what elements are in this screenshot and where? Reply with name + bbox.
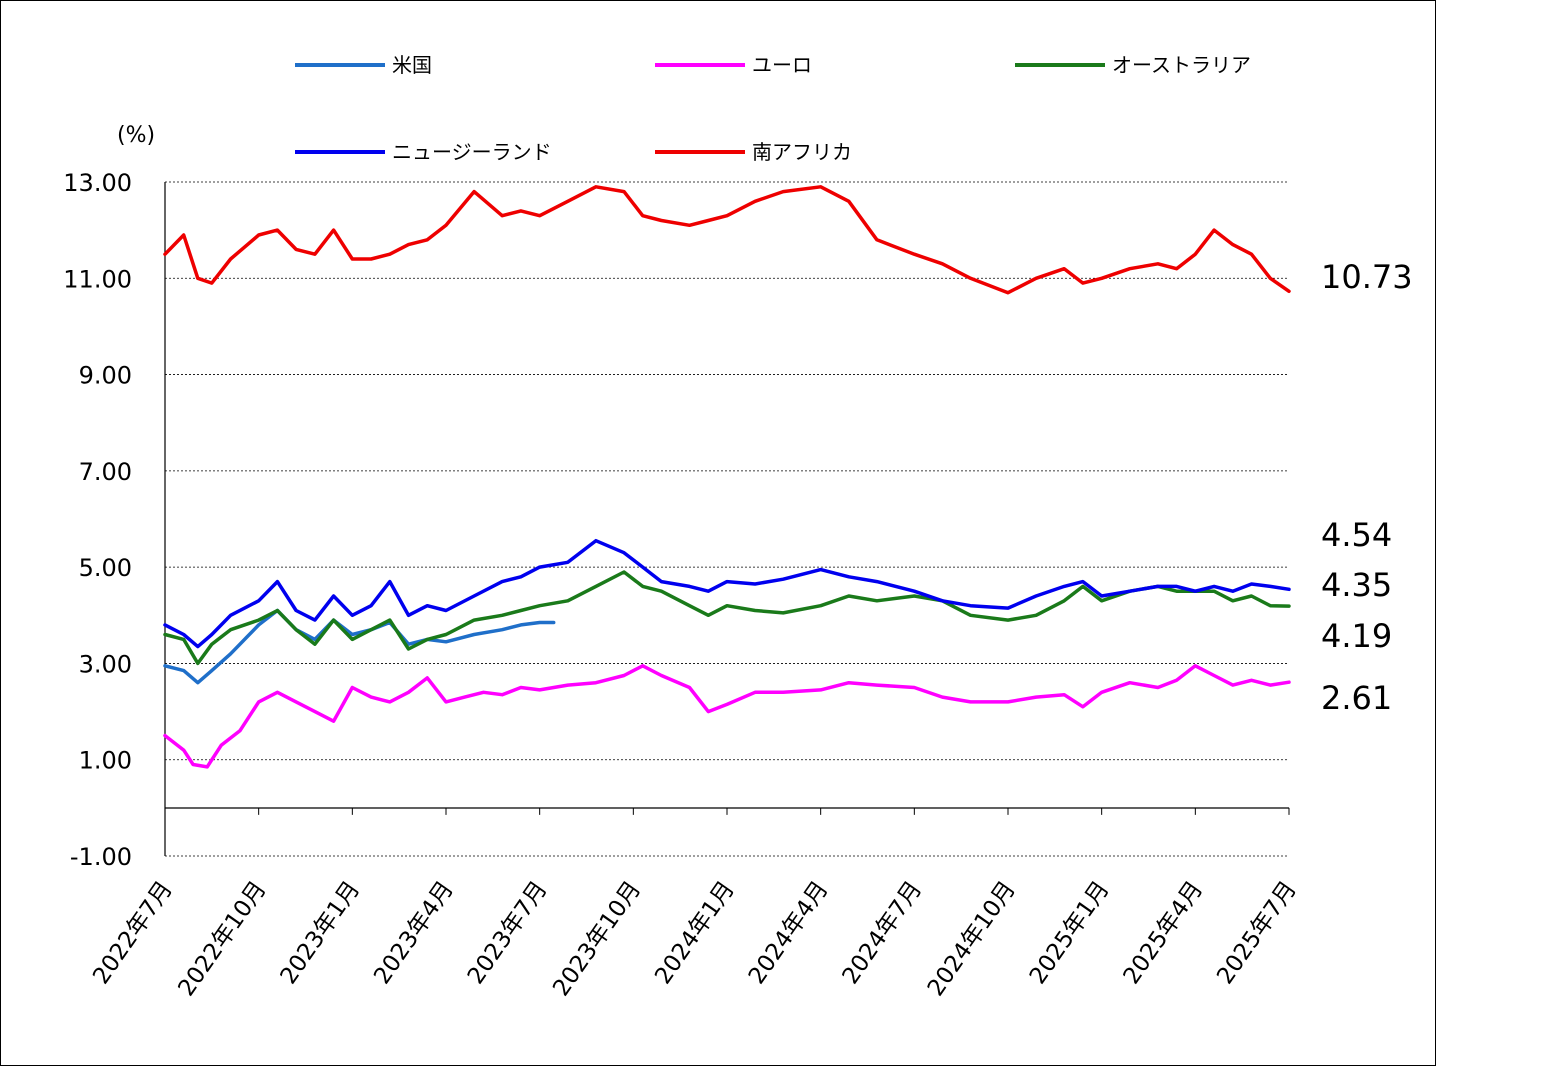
grid-lines	[165, 181, 1289, 857]
x-tick-label: 2024年7月	[838, 877, 928, 990]
end-value-label: 4.35	[1321, 566, 1392, 604]
x-tick-label: 2023年4月	[369, 877, 459, 990]
legend-label: 米国	[392, 53, 432, 77]
x-tick-label: 2024年10月	[923, 877, 1021, 1002]
x-tick-label: 2023年7月	[463, 877, 553, 990]
x-tick-label: 2025年4月	[1119, 877, 1209, 990]
x-tick-label: 2025年7月	[1212, 877, 1302, 990]
chart-frame	[0, 0, 1436, 1066]
series-lines	[163, 185, 1291, 769]
legend-label: 南アフリカ	[752, 140, 852, 164]
x-tick-label: 2023年1月	[276, 877, 366, 990]
y-tick-label: 13.00	[63, 169, 132, 197]
y-tick-label: 11.00	[63, 265, 132, 293]
series-line	[163, 608, 556, 685]
x-tick-marks	[164, 807, 1290, 815]
end-value-label: 4.19	[1321, 617, 1392, 655]
x-tick-label: 2024年4月	[744, 877, 834, 990]
series-line	[163, 664, 1291, 769]
legend-label: オーストラリア	[1112, 53, 1251, 77]
y-unit-label: (%)	[117, 123, 155, 148]
y-tick-label: 5.00	[79, 554, 132, 582]
y-tick-label: -1.00	[70, 843, 132, 871]
end-value-labels: 10.73 4.54 4.35 4.19 2.61	[1321, 258, 1413, 717]
y-tick-labels: 13.00 11.00 9.00 7.00 5.00 3.00 1.00 -1.00	[63, 169, 132, 871]
x-tick-label: 2022年7月	[88, 877, 178, 990]
end-value-label: 4.54	[1321, 516, 1392, 554]
end-value-label: 2.61	[1321, 679, 1392, 717]
y-tick-label: 7.00	[79, 458, 132, 486]
x-tick-label: 2024年1月	[650, 877, 740, 990]
y-tick-label: 9.00	[79, 362, 132, 390]
legend-label: ユーロ	[752, 53, 812, 77]
x-tick-label: 2023年10月	[548, 877, 646, 1002]
x-tick-label: 2025年1月	[1025, 877, 1115, 990]
series-line	[163, 570, 1291, 666]
x-tick-label: 2022年10月	[174, 877, 272, 1002]
series-line	[163, 538, 1291, 649]
y-tick-label: 3.00	[79, 650, 132, 678]
axes	[164, 182, 1289, 856]
series-line	[163, 185, 1291, 295]
y-tick-label: 1.00	[79, 747, 132, 775]
legend-label: ニュージーランド	[392, 140, 552, 164]
end-value-label: 10.73	[1321, 258, 1413, 296]
